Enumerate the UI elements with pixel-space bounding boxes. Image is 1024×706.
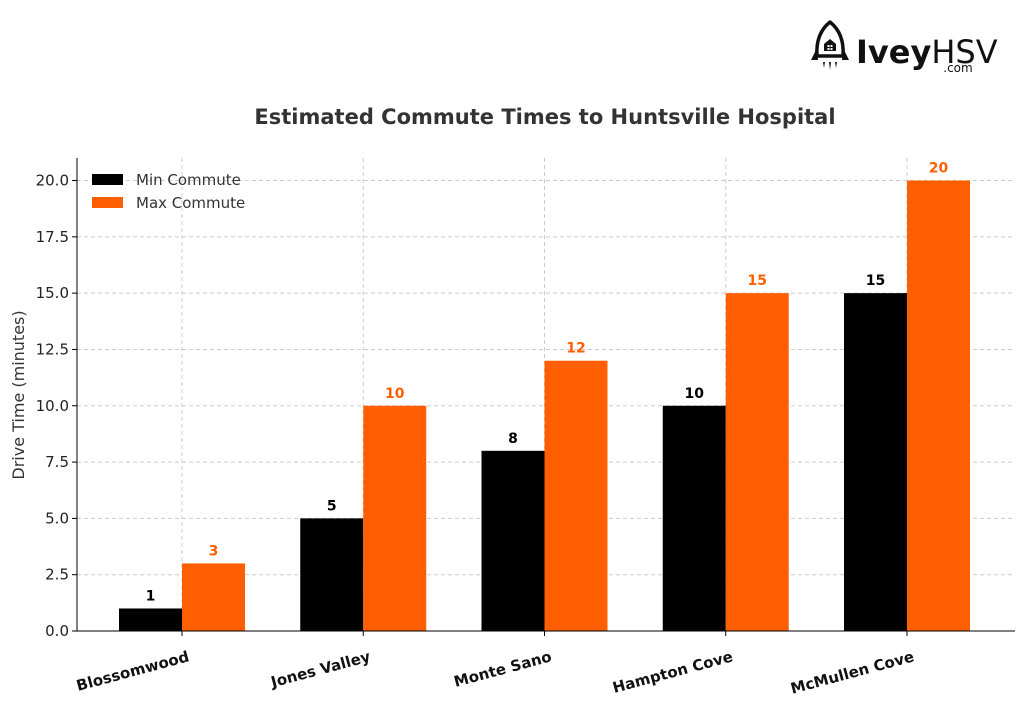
y-tick-label: 7.5	[45, 453, 69, 471]
x-axis-ticks: Blossomwood Jones Valley Monte Sano Hampton…	[74, 631, 916, 698]
data-label-max: 20	[929, 161, 949, 177]
data-label-max: 10	[385, 386, 405, 402]
y-tick-label: 2.5	[45, 566, 69, 584]
y-tick-label: 20.0	[36, 172, 69, 190]
legend-label-max: Max Commute	[136, 194, 245, 212]
logo-word-light: HSV	[931, 33, 997, 71]
x-tick-label: Jones Valley	[268, 647, 372, 691]
x-tick-label: Blossomwood	[74, 647, 191, 694]
bar-min	[300, 518, 364, 631]
y-axis-label: Drive Time (minutes)	[9, 310, 28, 479]
legend-swatch-min	[92, 174, 123, 185]
legend: Min Commute Max Commute	[92, 171, 245, 212]
logo-word-bold: Ivey	[856, 33, 931, 71]
y-tick-label: 17.5	[36, 228, 69, 246]
ivey-hsv-logo: IveyHSV .com	[811, 20, 998, 75]
y-tick-label: 12.5	[36, 340, 69, 358]
bar-min	[844, 293, 907, 631]
chart-title: Estimated Commute Times to Huntsville Ho…	[254, 105, 835, 129]
y-tick-label: 0.0	[45, 622, 69, 640]
y-tick-label: 5.0	[45, 509, 69, 527]
x-tick-label: Monte Sano	[452, 647, 554, 690]
bars	[119, 180, 970, 631]
legend-swatch-max	[92, 197, 123, 208]
y-tick-label: 15.0	[36, 284, 69, 302]
bar-max	[544, 360, 608, 631]
bar-max	[182, 563, 245, 631]
bar-min	[481, 450, 545, 631]
data-label-min: 8	[508, 431, 518, 447]
y-tick-label: 10.0	[36, 397, 69, 415]
bar-max	[725, 293, 789, 631]
y-axis-ticks: 0.0 2.5 5.0 7.5 10.0 12.5 15.0 17.5 20.0	[36, 172, 77, 640]
legend-label-min: Min Commute	[136, 171, 241, 189]
data-label-min: 10	[685, 386, 705, 402]
logo-wordmark: IveyHSV	[856, 33, 998, 71]
data-label-min: 1	[146, 588, 156, 604]
data-label-max: 15	[748, 273, 767, 289]
bar-min	[119, 608, 182, 631]
logo-domain: .com	[943, 61, 972, 75]
data-label-max: 12	[566, 341, 585, 357]
rocket-house-icon	[811, 20, 849, 70]
bar-max	[907, 180, 970, 631]
data-label-min: 15	[866, 273, 885, 289]
bar-max	[363, 405, 427, 631]
bar-min	[662, 405, 726, 631]
data-label-min: 5	[327, 498, 337, 514]
x-tick-label: McMullen Cove	[789, 647, 916, 697]
data-label-max: 3	[209, 543, 219, 559]
x-tick-label: Hampton Cove	[611, 647, 735, 696]
